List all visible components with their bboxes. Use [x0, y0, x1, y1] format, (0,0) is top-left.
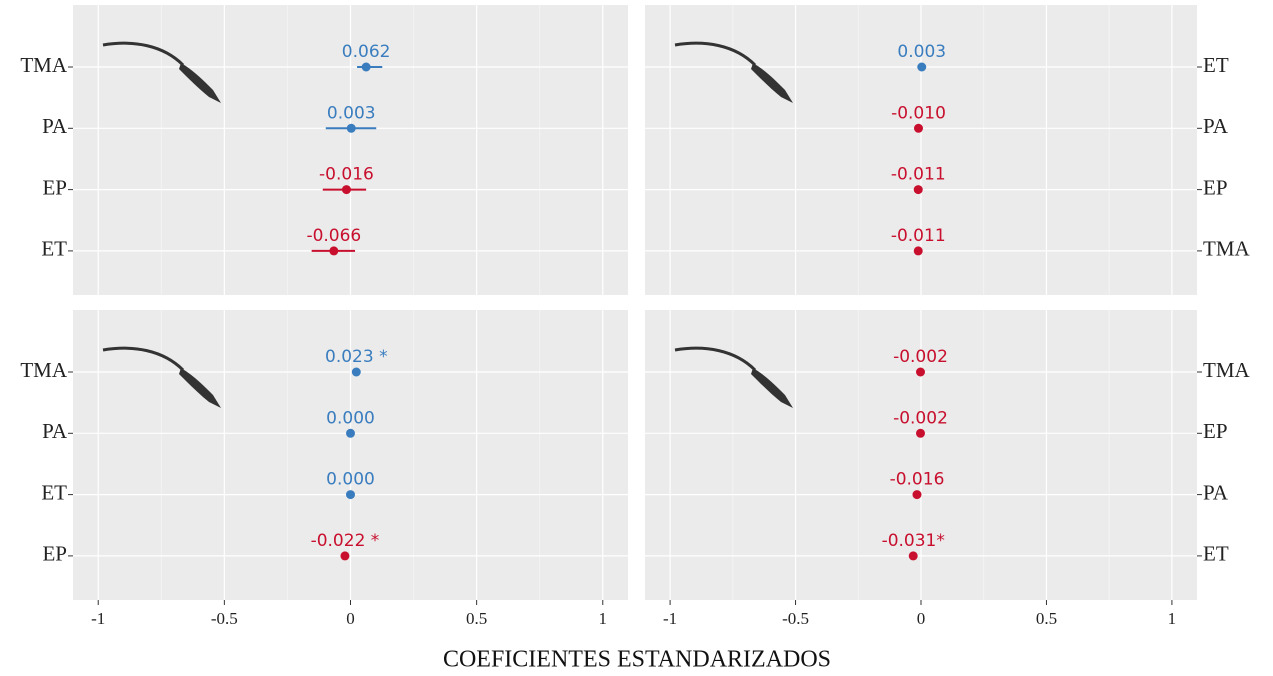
lizard-body — [179, 368, 221, 408]
lizard-tail — [674, 41, 757, 67]
y-tick-label: ET — [1203, 53, 1229, 77]
value-label: 0.023 * — [325, 347, 388, 367]
lizard-icon — [674, 346, 793, 408]
value-label: -0.011 — [891, 165, 946, 185]
lizard-tail — [102, 346, 185, 372]
x-tick-label: 0 — [346, 609, 355, 628]
value-label: -0.022 * — [311, 531, 380, 551]
x-tick-label: -0.5 — [782, 609, 809, 628]
value-label: -0.016 — [319, 165, 374, 185]
point — [915, 367, 925, 377]
y-tick-label: ET — [1203, 542, 1229, 566]
lizard-body — [179, 63, 221, 103]
point — [329, 246, 339, 256]
y-tick-label: PA — [1203, 480, 1229, 504]
point — [346, 428, 355, 438]
y-tick-label: TMA — [1203, 237, 1251, 261]
point — [915, 428, 925, 438]
y-tick-label: EP — [1203, 419, 1228, 443]
value-label: 0.000 — [326, 408, 375, 428]
point — [361, 62, 371, 72]
value-label: 0.003 — [327, 103, 376, 123]
x-tick-label: 0.5 — [1036, 609, 1057, 628]
y-tick-label: ET — [41, 237, 67, 261]
x-axis-label: COEFICIENTES ESTANDARIZADOS — [443, 647, 831, 673]
value-label: -0.016 — [890, 470, 945, 490]
lizard-body — [751, 63, 793, 103]
value-label: -0.002 — [893, 347, 948, 367]
x-tick-label: -1 — [91, 609, 105, 628]
y-tick-label: ET — [41, 480, 67, 504]
lizard-tail — [102, 41, 185, 67]
y-tick-label: TMA — [20, 53, 68, 77]
point — [341, 185, 351, 195]
y-tick-label: EP — [1203, 175, 1228, 199]
y-tick-label: PA — [42, 114, 68, 138]
y-tick-label: EP — [42, 542, 67, 566]
x-tick-label: -1 — [663, 609, 677, 628]
x-tick-label: 1 — [1168, 609, 1177, 628]
lizard-body — [751, 368, 793, 408]
x-tick-label: 0 — [917, 609, 926, 628]
point — [908, 551, 918, 561]
point — [913, 246, 923, 256]
value-label: 0.062 — [342, 42, 391, 62]
point — [346, 490, 355, 500]
x-tick-label: 0.5 — [466, 609, 487, 628]
y-tick-label: PA — [42, 419, 68, 443]
value-label: -0.011 — [891, 226, 946, 246]
point — [913, 123, 923, 133]
value-label: -0.002 — [893, 408, 948, 428]
point — [340, 551, 350, 561]
lizard-icon — [102, 41, 221, 103]
point — [917, 62, 927, 72]
y-tick-label: TMA — [20, 358, 68, 382]
point — [346, 123, 356, 133]
lizard-icon — [674, 41, 793, 103]
point — [912, 490, 922, 500]
value-label: -0.031* — [882, 531, 945, 551]
value-label: -0.010 — [891, 103, 946, 123]
value-label: -0.066 — [306, 226, 361, 246]
point — [351, 367, 361, 377]
y-tick-label: PA — [1203, 114, 1229, 138]
lizard-tail — [674, 346, 757, 372]
point — [913, 185, 923, 195]
y-tick-label: TMA — [1203, 358, 1251, 382]
y-tick-label: EP — [42, 175, 67, 199]
value-label: 0.003 — [897, 42, 946, 62]
lizard-icon — [102, 346, 221, 408]
x-tick-label: 1 — [599, 609, 608, 628]
value-label: 0.000 — [326, 470, 375, 490]
x-tick-label: -0.5 — [211, 609, 238, 628]
